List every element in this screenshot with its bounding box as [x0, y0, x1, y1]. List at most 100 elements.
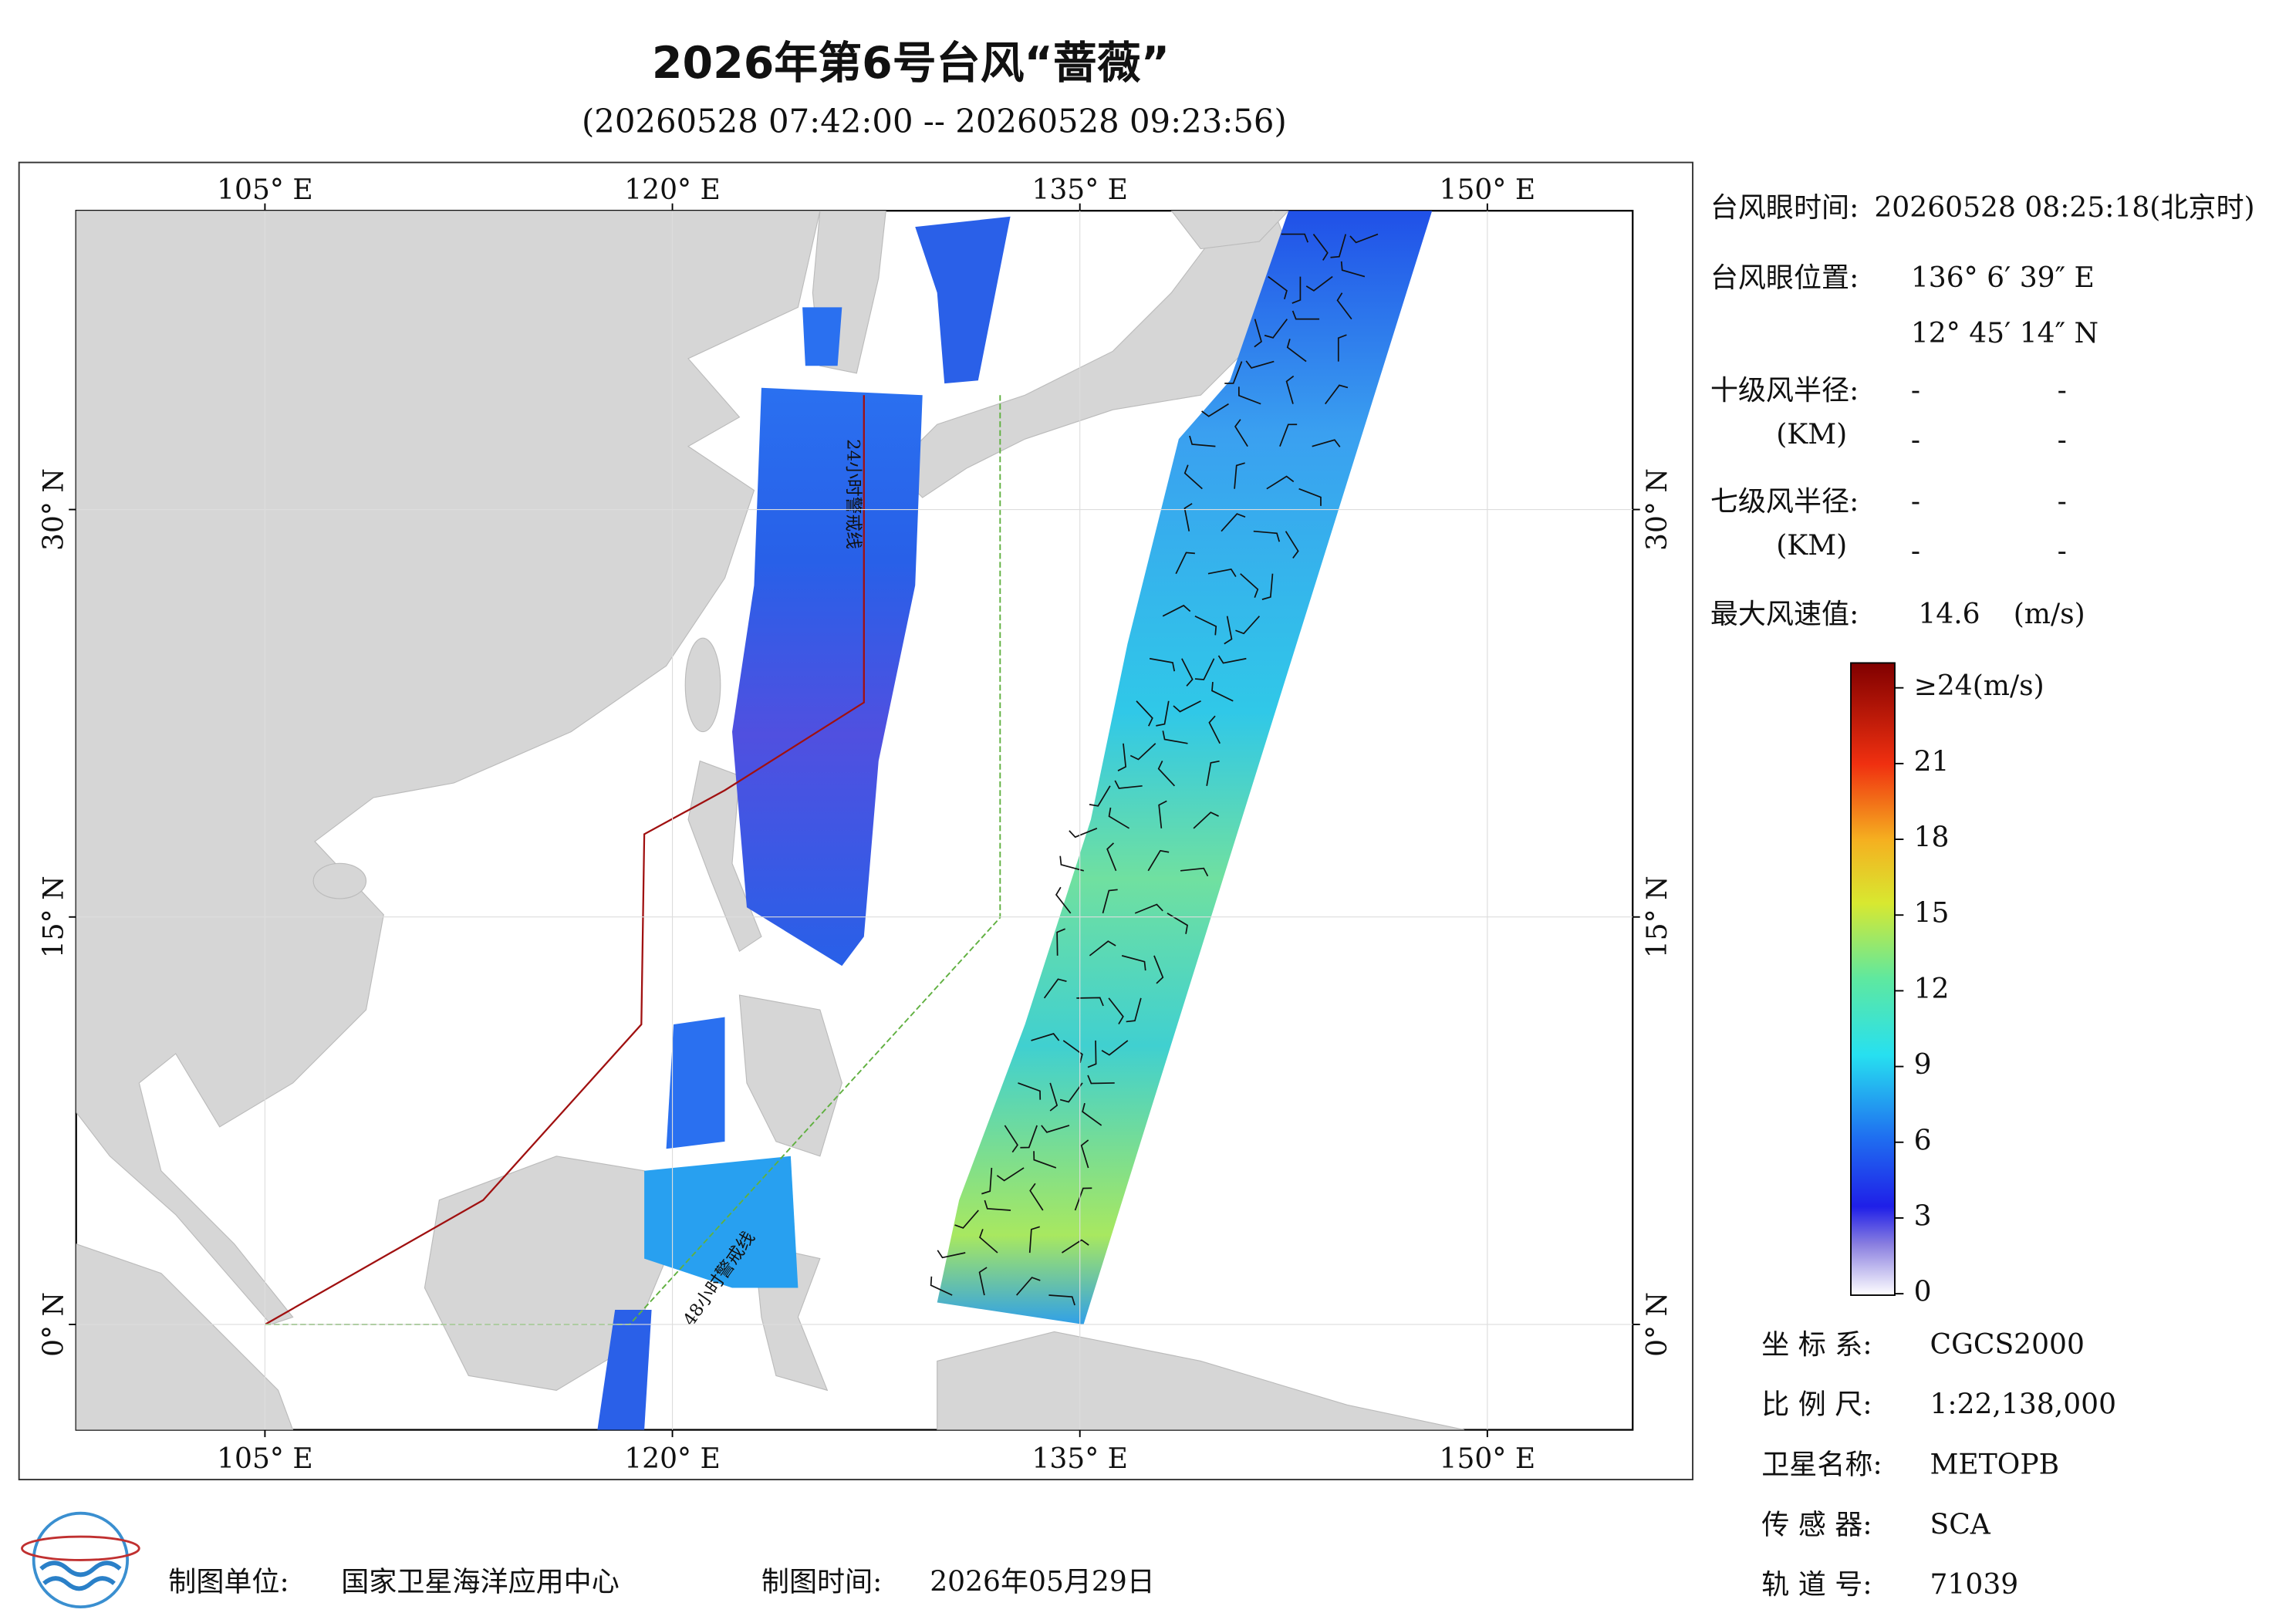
swaths [597, 211, 1433, 1430]
wind-barb [1156, 700, 1170, 727]
warning-label-24h: 24小时警戒线 [843, 439, 863, 549]
wind-barb [1305, 275, 1333, 292]
wind-barb [978, 1267, 988, 1296]
wind-barb [1041, 1125, 1070, 1133]
swath-piece [666, 1017, 725, 1149]
wind-barb [1157, 760, 1176, 787]
wind-barb [954, 1210, 979, 1229]
info-value: 14.6 [1918, 598, 1980, 630]
wind-barb [1074, 1187, 1092, 1211]
wind-barb [984, 1200, 1011, 1211]
swath-west-north [915, 216, 1011, 384]
info-value: 12° 45′ 14″ N [1911, 317, 2098, 349]
info-value: - [1911, 535, 1920, 568]
info-panel: 台风眼时间: 20260528 08:25:18(北京时) 台风眼位置: 136… [1710, 191, 2255, 630]
wind-barb [1224, 616, 1233, 645]
wind-barb [1279, 423, 1298, 447]
lat-tick-label: 30° N [38, 468, 70, 551]
wind-barb [1028, 1226, 1040, 1254]
swath-east [937, 211, 1433, 1324]
meta-value: METOPB [1930, 1449, 2060, 1481]
swath-piece [597, 1309, 652, 1430]
logo [21, 1511, 140, 1609]
info-value: - [2058, 535, 2067, 568]
wind-barb [1234, 462, 1245, 489]
wind-barb [1312, 439, 1341, 447]
wind-barb [1285, 375, 1295, 404]
wind-barb [1292, 310, 1320, 320]
wind-barb [1240, 573, 1259, 598]
info-label: 十级风半径: [1710, 374, 1859, 407]
wind-barb [1224, 361, 1243, 384]
footer: 制图单位: 国家卫星海洋应用中心 制图时间: 2026年05月29日 [168, 1565, 1155, 1598]
wind-barb [1059, 1082, 1083, 1103]
wind-barb [1080, 1139, 1089, 1169]
info-value: - [2058, 485, 2067, 518]
colorbar-tick-label: 15 [1914, 897, 1950, 930]
wind-barb [1234, 419, 1248, 447]
wind-barb [1129, 743, 1156, 761]
land [76, 211, 1465, 1430]
info-label: 台风眼时间: [1710, 191, 1859, 224]
meta-value: CGCS2000 [1930, 1328, 2085, 1361]
lon-tick-label: 150° E [1440, 1442, 1536, 1475]
wind-barb [1237, 386, 1261, 405]
map-content: 24小时警戒线 48小时警戒线 [76, 211, 1465, 1430]
footer-label: 制图单位: [168, 1565, 289, 1598]
wind-barb [1055, 886, 1072, 914]
meta-value: 1:22,138,000 [1930, 1388, 2117, 1421]
wind-barb [1062, 1239, 1089, 1254]
wind-barb [1189, 435, 1216, 447]
footer-value: 国家卫星海洋应用中心 [341, 1565, 620, 1598]
wind-barb [1337, 334, 1347, 362]
info-value: - [2058, 423, 2067, 456]
wind-barb [1076, 997, 1104, 1007]
wind-barb [1281, 233, 1309, 243]
wind-barb [1201, 403, 1229, 417]
wind-barb [1153, 955, 1164, 984]
info-label: 七级风半径: [1710, 485, 1859, 518]
map-ticks: 105° E 105° E 120° E 120° E 135° E 135° E 150°… [38, 174, 1673, 1475]
lon-tick-label: 120° E [624, 1442, 721, 1475]
meta-value: 71039 [1930, 1568, 2019, 1601]
wind-barb [1183, 503, 1193, 531]
map-border [18, 161, 1693, 1481]
colorbar-tick-label: 18 [1914, 822, 1950, 854]
lat-tick-label: 15° N [38, 876, 70, 958]
wind-barb [1048, 1294, 1075, 1306]
wind-barb [1101, 1040, 1129, 1056]
wind-barb [1020, 1125, 1038, 1149]
wind-barb [1181, 658, 1194, 687]
lon-tick-label: 150° E [1440, 174, 1536, 206]
lat-tick-label: 0° N [1641, 1292, 1673, 1357]
wind-barb [1108, 997, 1124, 1025]
wind-barb [1121, 955, 1146, 971]
wind-barb [1336, 292, 1352, 320]
wind-barb [1018, 1082, 1042, 1100]
meta-label: 比 例 尺: [1761, 1388, 1872, 1421]
wind-barb [1349, 233, 1379, 244]
wind-barb [1261, 573, 1274, 600]
wind-barb [937, 1250, 966, 1259]
wind-barb [1029, 1183, 1044, 1211]
meta-label: 卫星名称: [1761, 1449, 1882, 1481]
wind-barb [1162, 604, 1191, 617]
info-value: - [2058, 374, 2067, 407]
wind-barb [1292, 276, 1302, 304]
swath-piece [644, 1156, 799, 1288]
meta-label: 轨 道 号: [1761, 1568, 1872, 1601]
wind-barb [1043, 978, 1067, 999]
wind-barb [1217, 655, 1247, 664]
footer-label: 制图时间: [761, 1565, 882, 1598]
wind-barb [1126, 997, 1142, 1023]
info-value: 136° 6′ 39″ E [1911, 262, 2095, 294]
info-label: (KM) [1776, 418, 1847, 450]
wind-barb [1268, 275, 1288, 300]
wind-barb [1062, 1040, 1083, 1063]
wind-barb [1089, 940, 1116, 957]
lon-tick-label: 105° E [217, 174, 313, 206]
info-label: 最大风速值: [1710, 598, 1859, 630]
wind-barb [1253, 530, 1281, 542]
